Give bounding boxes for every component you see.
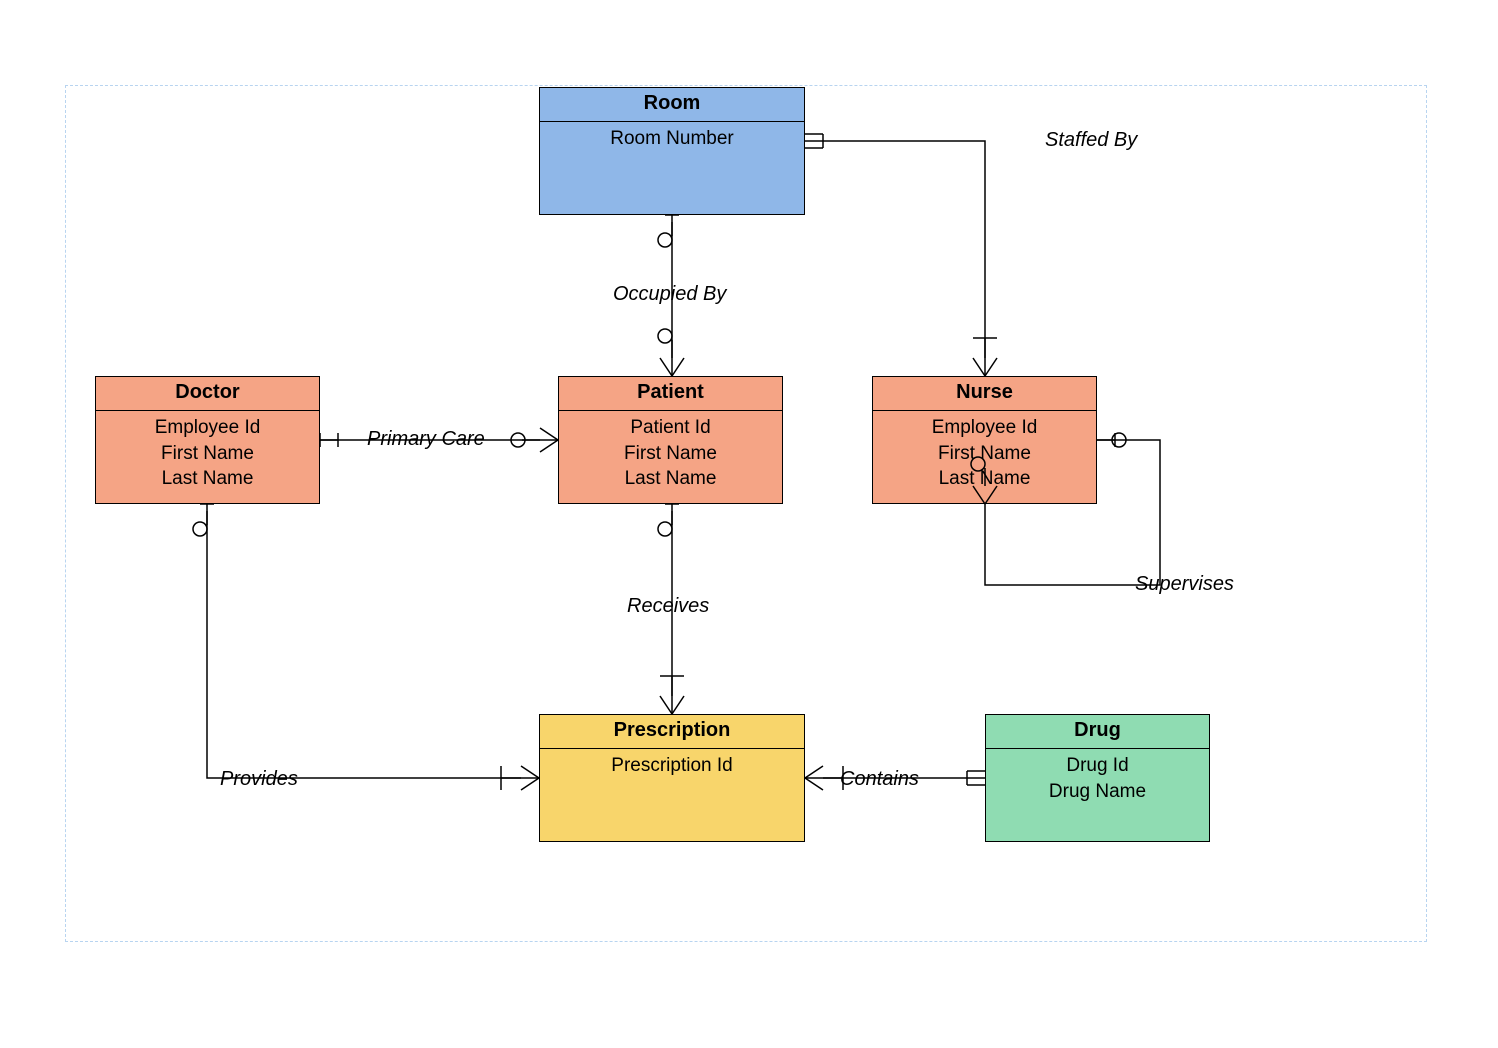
entity-attribute: Employee Id — [873, 415, 1096, 441]
entity-attribute: Last Name — [559, 466, 782, 492]
relationship-label-receives[interactable]: Receives — [627, 595, 709, 618]
entity-room-title: Room — [540, 88, 804, 122]
entity-drug[interactable]: Drug Drug IdDrug Name — [985, 714, 1210, 842]
entity-patient-title: Patient — [559, 377, 782, 411]
relationship-label-provides[interactable]: Provides — [220, 768, 298, 791]
entity-doctor-title: Doctor — [96, 377, 319, 411]
entity-attribute: First Name — [559, 441, 782, 467]
entity-doctor[interactable]: Doctor Employee IdFirst NameLast Name — [95, 376, 320, 504]
diagram-canvas: Room Room Number Doctor Employee IdFirst… — [0, 0, 1498, 1048]
entity-nurse[interactable]: Nurse Employee IdFirst NameLast Name — [872, 376, 1097, 504]
entity-patient-attrs: Patient IdFirst NameLast Name — [559, 411, 782, 492]
entity-nurse-attrs: Employee IdFirst NameLast Name — [873, 411, 1096, 492]
entity-attribute: First Name — [873, 441, 1096, 467]
entity-attribute: Drug Name — [986, 779, 1209, 805]
entity-attribute: Last Name — [873, 466, 1096, 492]
entity-room[interactable]: Room Room Number — [539, 87, 805, 215]
entity-attribute: Employee Id — [96, 415, 319, 441]
entity-prescription-title: Prescription — [540, 715, 804, 749]
entity-attribute: First Name — [96, 441, 319, 467]
relationship-label-occupied-by[interactable]: Occupied By — [613, 283, 726, 306]
entity-attribute: Room Number — [540, 126, 804, 152]
entity-room-attrs: Room Number — [540, 122, 804, 152]
entity-attribute: Drug Id — [986, 753, 1209, 779]
entity-nurse-title: Nurse — [873, 377, 1096, 411]
entity-attribute: Patient Id — [559, 415, 782, 441]
entity-doctor-attrs: Employee IdFirst NameLast Name — [96, 411, 319, 492]
entity-drug-attrs: Drug IdDrug Name — [986, 749, 1209, 804]
relationship-label-staffed-by[interactable]: Staffed By — [1045, 129, 1137, 152]
entity-drug-title: Drug — [986, 715, 1209, 749]
entity-attribute: Prescription Id — [540, 753, 804, 779]
entity-prescription[interactable]: Prescription Prescription Id — [539, 714, 805, 842]
entity-attribute: Last Name — [96, 466, 319, 492]
relationship-label-supervises[interactable]: Supervises — [1135, 573, 1234, 596]
entity-patient[interactable]: Patient Patient IdFirst NameLast Name — [558, 376, 783, 504]
relationship-label-contains[interactable]: Contains — [840, 768, 919, 791]
entity-prescription-attrs: Prescription Id — [540, 749, 804, 779]
relationship-label-primary-care[interactable]: Primary Care — [367, 428, 485, 451]
